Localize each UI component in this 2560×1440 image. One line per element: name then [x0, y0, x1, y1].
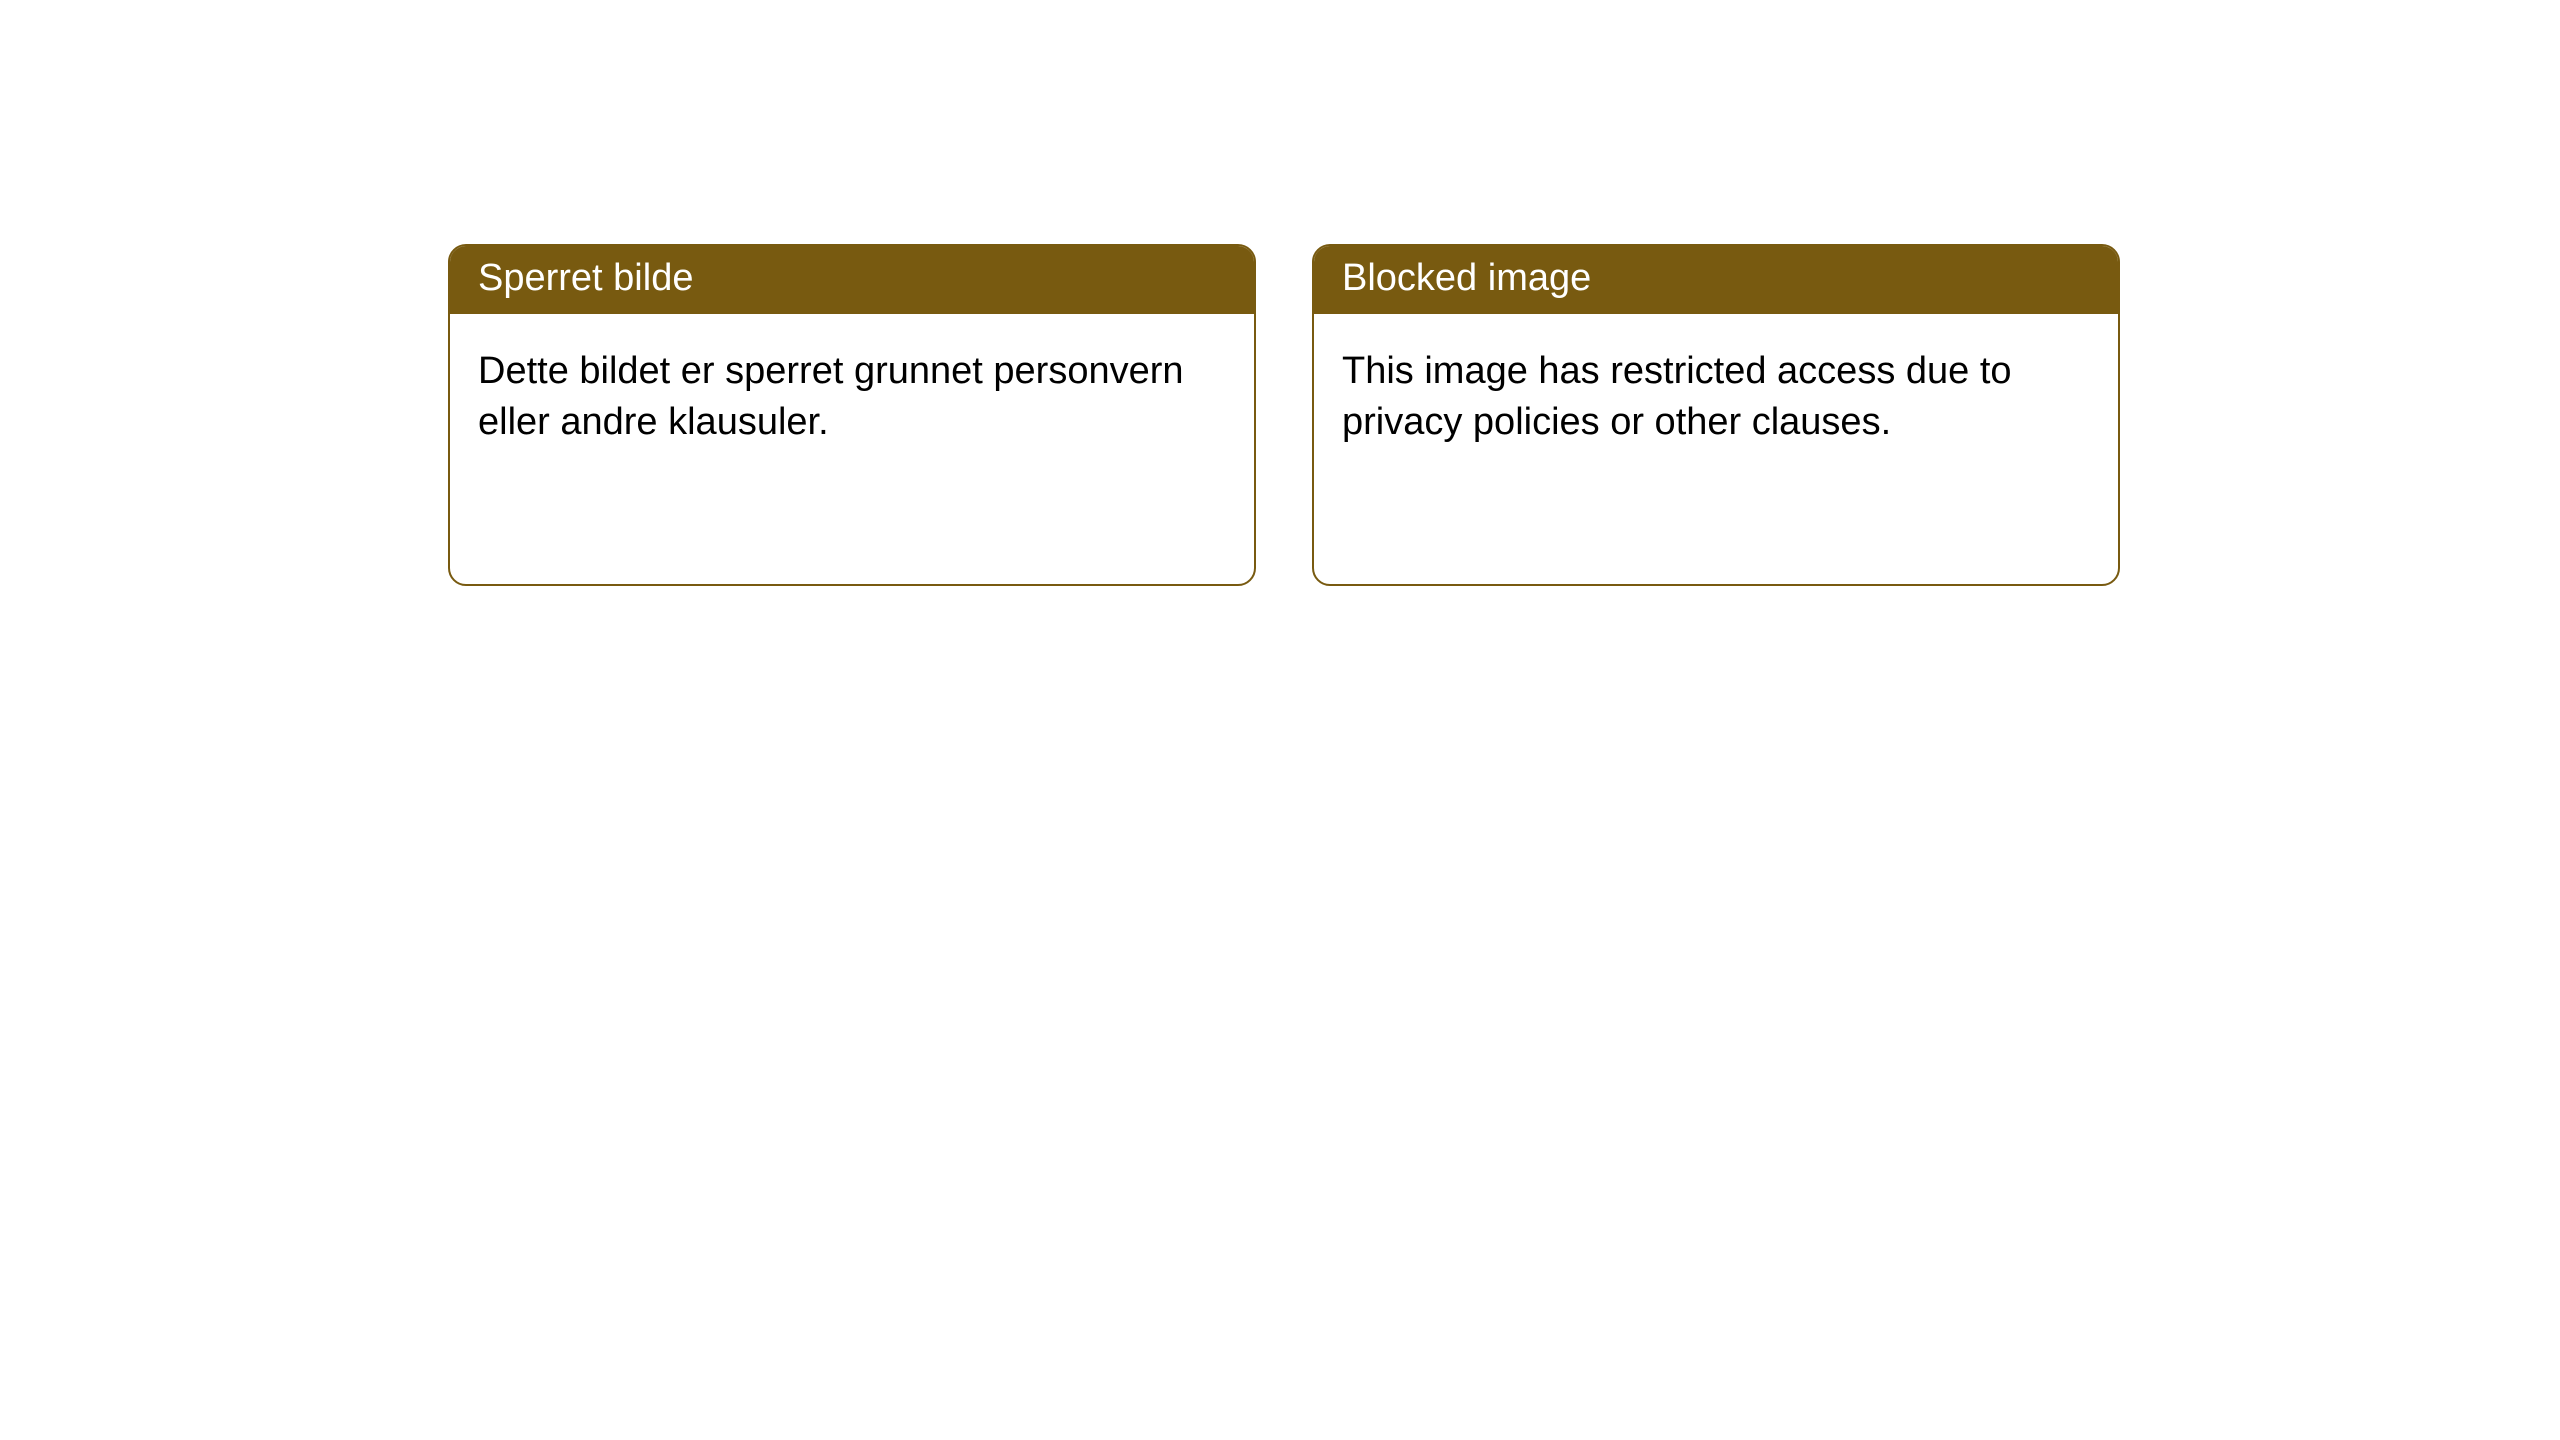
notice-title: Blocked image	[1314, 246, 2118, 314]
notice-card-english: Blocked image This image has restricted …	[1312, 244, 2120, 586]
notice-card-norwegian: Sperret bilde Dette bildet er sperret gr…	[448, 244, 1256, 586]
notice-body: This image has restricted access due to …	[1314, 314, 2118, 584]
notice-title: Sperret bilde	[450, 246, 1254, 314]
notice-body: Dette bildet er sperret grunnet personve…	[450, 314, 1254, 584]
notice-container: Sperret bilde Dette bildet er sperret gr…	[0, 0, 2560, 586]
